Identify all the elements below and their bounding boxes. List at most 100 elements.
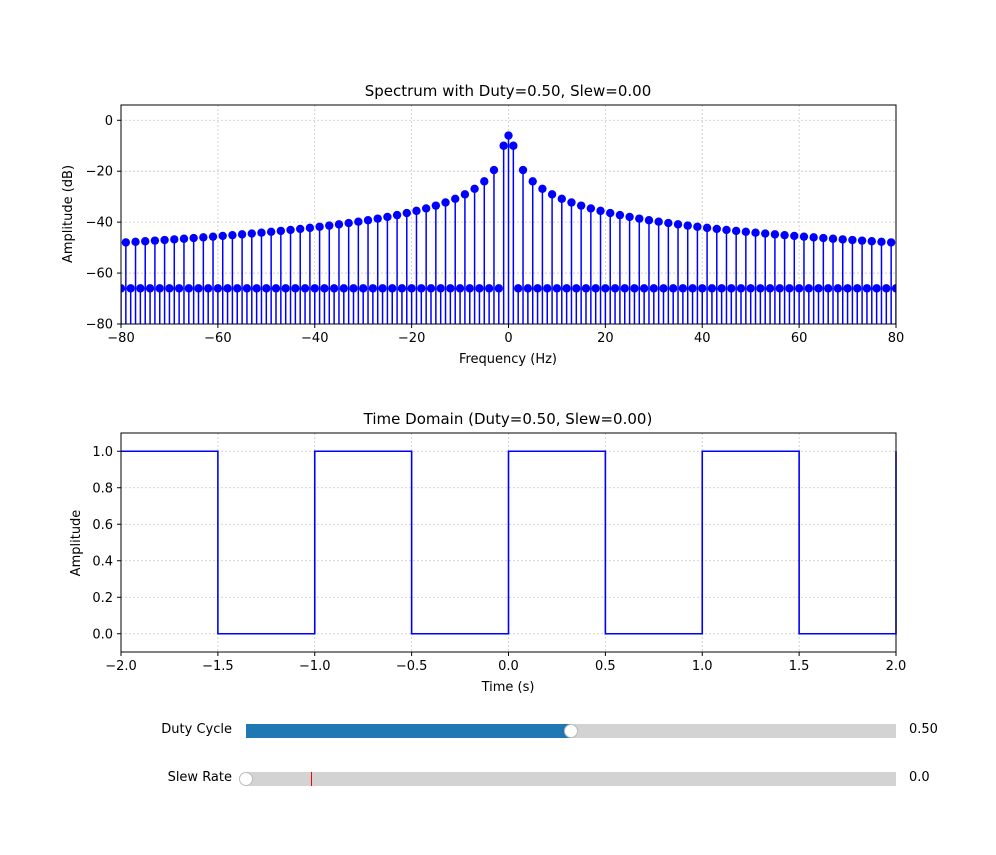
stem-marker — [480, 177, 489, 186]
y-tick-label: 0.6 — [92, 518, 113, 533]
stem-marker — [228, 230, 237, 240]
stem-marker — [727, 284, 736, 293]
stem-marker — [165, 284, 174, 293]
stem-marker — [814, 284, 823, 293]
stem-marker — [552, 284, 562, 293]
stem-marker — [305, 223, 315, 233]
stem-marker — [155, 284, 164, 293]
x-tick-label: 80 — [888, 331, 905, 346]
stem-marker — [731, 226, 741, 236]
stem-marker — [237, 230, 247, 239]
stem-marker — [823, 284, 833, 293]
stem-marker — [383, 212, 392, 222]
stem-marker — [465, 284, 474, 293]
stem-marker — [543, 284, 552, 293]
stem-marker — [765, 284, 775, 293]
stem-marker — [533, 284, 542, 293]
stem-marker — [567, 198, 576, 207]
stem-marker — [688, 284, 697, 293]
stem-marker — [194, 284, 203, 293]
stem-marker — [644, 216, 654, 225]
stem-marker — [620, 284, 629, 293]
square-wave-line — [121, 450, 897, 635]
slew-rate-handle[interactable] — [239, 772, 253, 786]
stem-marker — [145, 284, 155, 293]
stem-marker — [639, 284, 649, 293]
stem-marker — [877, 237, 886, 247]
stem-marker — [460, 190, 470, 199]
stem-marker — [121, 238, 131, 247]
stem-marker — [649, 284, 659, 293]
x-tick-label: 0.0 — [498, 659, 519, 674]
stem-marker — [547, 190, 557, 199]
stem-marker — [809, 233, 818, 242]
spectrum-ticks: −80 −60 −40 −20 0 20 40 60 80 0 −20 −40 −60 −80 — [86, 114, 905, 346]
spectrum-stem-group — [121, 131, 896, 324]
stem-marker — [833, 284, 843, 293]
stem-marker — [872, 284, 881, 293]
stem-marker — [615, 210, 625, 220]
stem-marker — [475, 284, 484, 293]
stem-marker — [373, 214, 382, 223]
stem-marker — [218, 231, 227, 241]
slew-rate-marker — [311, 772, 312, 786]
stem-marker — [606, 208, 615, 218]
x-tick-label: −0.5 — [396, 659, 428, 674]
stem-marker — [455, 284, 465, 293]
stem-marker — [388, 284, 397, 293]
duty-cycle-slider[interactable] — [246, 724, 896, 738]
stem-marker — [509, 141, 518, 150]
stem-marker — [441, 198, 450, 207]
stem-marker — [392, 210, 402, 220]
duty-cycle-handle[interactable] — [564, 724, 578, 738]
stem-marker — [756, 284, 765, 293]
stem-marker — [141, 237, 150, 246]
stem-marker — [746, 284, 755, 293]
duty-cycle-fill — [246, 724, 571, 738]
time-ticks: −2.0 −1.5 −1.0 −0.5 0.0 0.5 1.0 1.5 2.0 0.0 0.2 0.4… — [92, 445, 906, 674]
x-tick-label: −1.5 — [202, 659, 234, 674]
stem-marker — [436, 284, 445, 293]
x-tick-label: 0.5 — [595, 659, 616, 674]
stem-marker — [635, 214, 644, 223]
duty-cycle-value: 0.50 — [909, 722, 938, 737]
time-series — [121, 450, 897, 635]
stem-marker — [591, 284, 600, 293]
y-tick-label: −40 — [86, 216, 113, 231]
stem-marker — [494, 284, 504, 293]
slew-rate-slider[interactable] — [239, 772, 896, 786]
stem-marker — [857, 236, 867, 245]
stem-marker — [291, 284, 300, 293]
x-tick-label: 0 — [504, 331, 512, 346]
stem-marker — [296, 224, 305, 234]
stem-marker — [446, 284, 455, 293]
stem-marker — [358, 284, 368, 293]
stem-marker — [334, 220, 344, 229]
stem-marker — [315, 222, 324, 231]
stem-marker — [853, 284, 862, 293]
stem-marker — [722, 225, 731, 235]
stem-marker — [499, 141, 508, 150]
stem-marker — [882, 284, 891, 293]
stem-marker — [828, 234, 838, 243]
x-tick-label: 1.0 — [692, 659, 713, 674]
stem-marker — [223, 284, 232, 293]
y-tick-label: 0.2 — [92, 591, 113, 606]
stem-marker — [664, 218, 673, 228]
stem-marker — [891, 284, 896, 293]
stem-marker — [712, 224, 721, 234]
stem-marker — [668, 284, 678, 293]
stem-marker — [698, 284, 707, 293]
y-tick-label: 1.0 — [92, 445, 113, 460]
spectrum-stems — [121, 131, 896, 324]
x-tick-label: −20 — [398, 331, 425, 346]
y-tick-label: −20 — [86, 165, 113, 180]
stem-marker — [683, 221, 692, 230]
x-tick-label: 20 — [597, 331, 614, 346]
stem-marker — [310, 284, 319, 293]
stem-marker — [233, 284, 242, 293]
stem-marker — [136, 284, 145, 293]
stem-marker — [402, 208, 411, 218]
stem-marker — [562, 284, 571, 293]
stem-marker — [208, 232, 218, 241]
